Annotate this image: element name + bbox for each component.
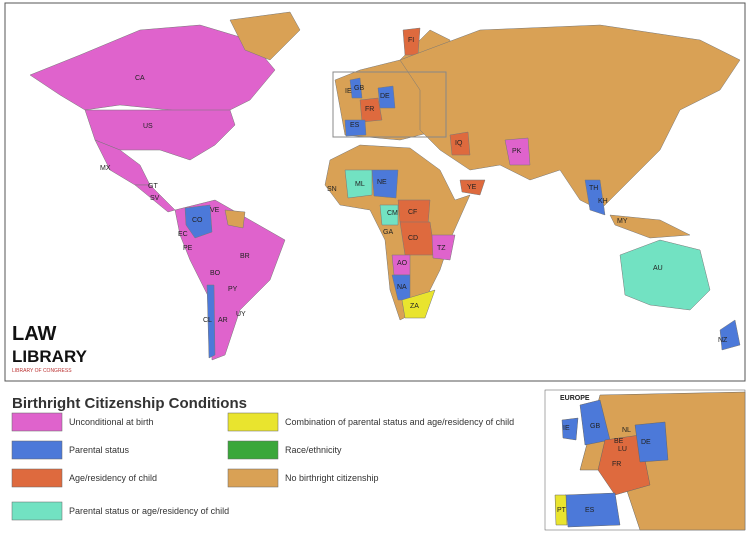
country-label: MY [617, 218, 628, 225]
country-label: AO [397, 260, 408, 267]
country-label: CL [203, 317, 212, 324]
inset-label: LU [618, 446, 627, 453]
legend-swatch [227, 412, 279, 432]
legend-label: Unconditional at birth [69, 417, 154, 427]
country-label: NZ [718, 337, 728, 344]
country-label: CF [408, 209, 417, 216]
europe-box [332, 71, 447, 138]
country-label: VE [210, 207, 220, 214]
country-label: UY [236, 311, 246, 318]
legend-title: Birthright Citizenship Conditions [12, 395, 247, 412]
legend-swatch [227, 440, 279, 460]
country-label: BO [210, 270, 221, 277]
country-label: GA [383, 229, 393, 236]
country-label: PE [183, 245, 193, 252]
logo-loc: LIBRARY OF CONGRESS [12, 368, 72, 374]
country-label: GT [148, 183, 158, 190]
country-label: AU [653, 265, 663, 272]
logo-library: LIBRARY [12, 347, 88, 366]
country-label: SN [327, 186, 337, 193]
logo-law: LAW [12, 323, 57, 345]
country-label: ML [355, 181, 365, 188]
inset-label: DE [641, 439, 651, 446]
country-label: KH [598, 198, 608, 205]
inset-label: IE [563, 425, 570, 432]
country-label: NA [397, 284, 407, 291]
country-label: TZ [437, 245, 446, 252]
inset-label: PT [557, 507, 567, 514]
country-label: CD [408, 235, 418, 242]
legend-label: Race/ethnicity [285, 445, 342, 455]
legend-swatch [11, 468, 63, 488]
country-label: TH [589, 185, 598, 192]
inset-label: GB [590, 423, 600, 430]
country-label: AR [218, 317, 228, 324]
country-label: MX [100, 165, 111, 172]
inset-label: NL [622, 427, 631, 434]
country-label: ZA [410, 303, 419, 310]
country-label: BR [240, 253, 250, 260]
legend-label: No birthright citizenship [285, 473, 379, 483]
legend-label: Age/residency of child [69, 473, 157, 483]
inset-label: ES [585, 507, 595, 514]
inset-title: EUROPE [560, 395, 590, 402]
country-label: CA [135, 75, 145, 82]
country-label: US [143, 123, 153, 130]
country-label: NE [377, 179, 387, 186]
europe-inset [544, 389, 746, 531]
legend-label: Combination of parental status and age/r… [285, 417, 514, 427]
legend-label: Parental status or age/residency of chil… [69, 506, 229, 516]
legend-swatch [11, 412, 63, 432]
country-label: YE [467, 184, 477, 191]
map-labels: CA US MX GT SV CO VE EC PE BO BR PY CL AR UY IE GB DE FR ES… [100, 37, 728, 344]
world-map [29, 11, 741, 361]
legend-swatch [227, 468, 279, 488]
country-label: EC [178, 231, 188, 238]
country-label: ES [350, 122, 360, 129]
country-label: CM [387, 210, 398, 217]
country-label: FI [408, 37, 414, 44]
country-label: SV [150, 195, 160, 202]
legend-swatch [11, 440, 63, 460]
country-label: FR [365, 106, 374, 113]
country-label: PK [512, 148, 522, 155]
inset-label: BE [614, 438, 624, 445]
legend-label: Parental status [69, 445, 130, 455]
country-label: IE [345, 88, 352, 95]
inset-label: FR [612, 461, 621, 468]
country-label: IQ [455, 140, 463, 147]
country-label: PY [228, 286, 238, 293]
country-label: DE [380, 93, 390, 100]
country-label: CO [192, 217, 203, 224]
legend-swatch [11, 501, 63, 521]
legend: Unconditional at birth Parental status Age… [11, 412, 514, 521]
country-label: GB [354, 85, 364, 92]
